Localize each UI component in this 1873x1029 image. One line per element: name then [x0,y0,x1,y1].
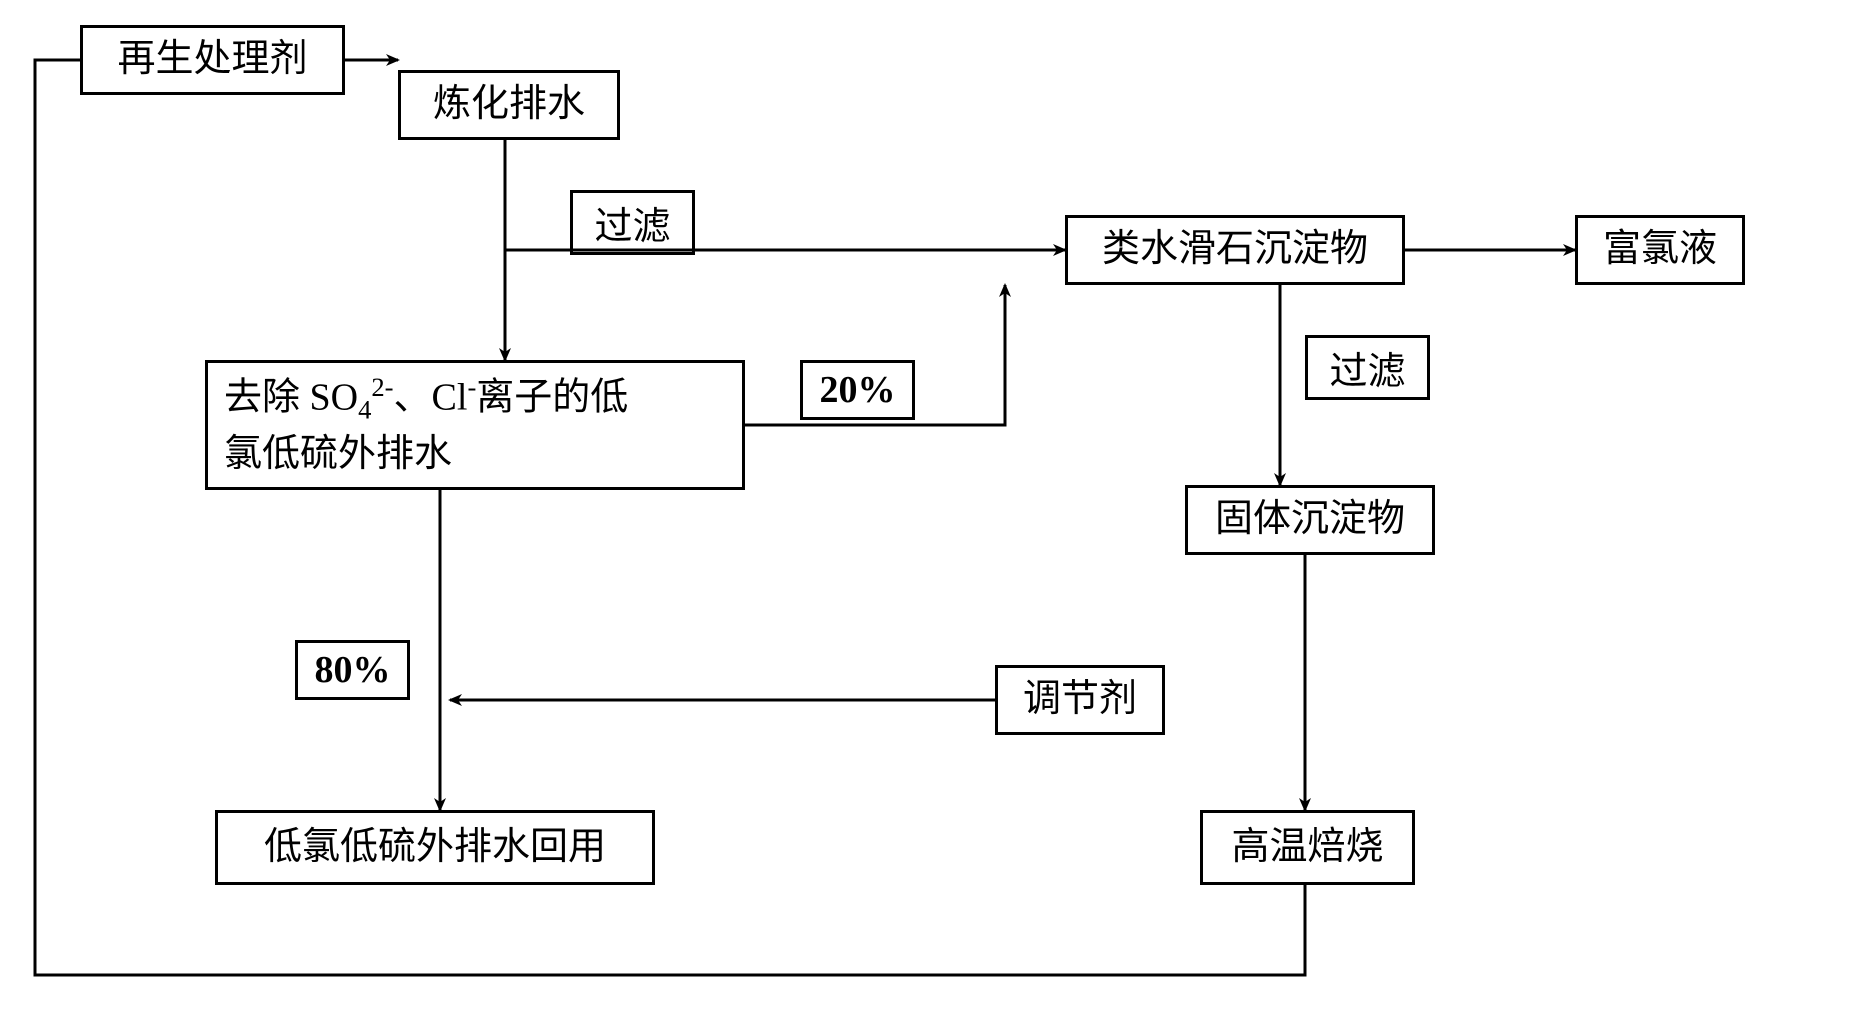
label-pct20: 20% [800,360,915,420]
label-filter2: 过滤 [1305,335,1430,400]
node-roasting: 高温焙烧 [1200,810,1415,885]
label-filter1-text: 过滤 [594,195,670,250]
node-refinery-label: 炼化排水 [433,78,585,131]
label-pct80: 80% [295,640,410,700]
node-removed-water-label: 去除 SO42-、Cl-离子的低氯低硫外排水 [224,369,628,482]
node-regen-label: 再生处理剂 [117,33,307,86]
label-pct20-text: 20% [820,368,896,412]
node-removed-water: 去除 SO42-、Cl-离子的低氯低硫外排水 [205,360,745,490]
label-filter1: 过滤 [570,190,695,255]
node-refinery: 炼化排水 [398,70,620,140]
label-pct80-text: 80% [315,648,391,692]
node-reuse: 低氯低硫外排水回用 [215,810,655,885]
node-hydrotalcite: 类水滑石沉淀物 [1065,215,1405,285]
node-hydrotalcite-label: 类水滑石沉淀物 [1102,223,1368,276]
node-chlorine-rich-label: 富氯液 [1603,223,1717,276]
node-solid-precip: 固体沉淀物 [1185,485,1435,555]
node-solid-precip-label: 固体沉淀物 [1215,493,1405,546]
node-regen: 再生处理剂 [80,25,345,95]
node-chlorine-rich: 富氯液 [1575,215,1745,285]
node-regulator-label: 调节剂 [1023,673,1137,726]
node-reuse-label: 低氯低硫外排水回用 [264,821,606,874]
node-roasting-label: 高温焙烧 [1231,821,1383,874]
label-filter2-text: 过滤 [1329,340,1405,395]
node-regulator: 调节剂 [995,665,1165,735]
